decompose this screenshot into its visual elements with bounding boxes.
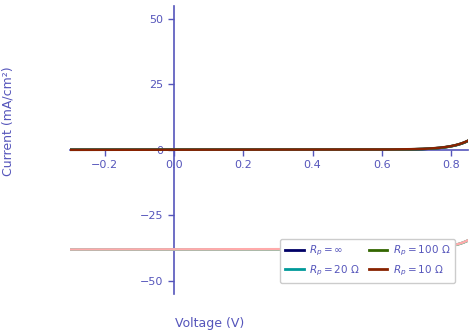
Y-axis label: Current (mA/cm²): Current (mA/cm²) [1,66,14,176]
Legend: $R_p = \infty$, $R_p = 20\ \Omega$, $R_p = 100\ \Omega$, $R_p = 10\ \Omega$: $R_p = \infty$, $R_p = 20\ \Omega$, $R_p… [280,238,455,283]
X-axis label: Voltage (V): Voltage (V) [175,317,244,330]
